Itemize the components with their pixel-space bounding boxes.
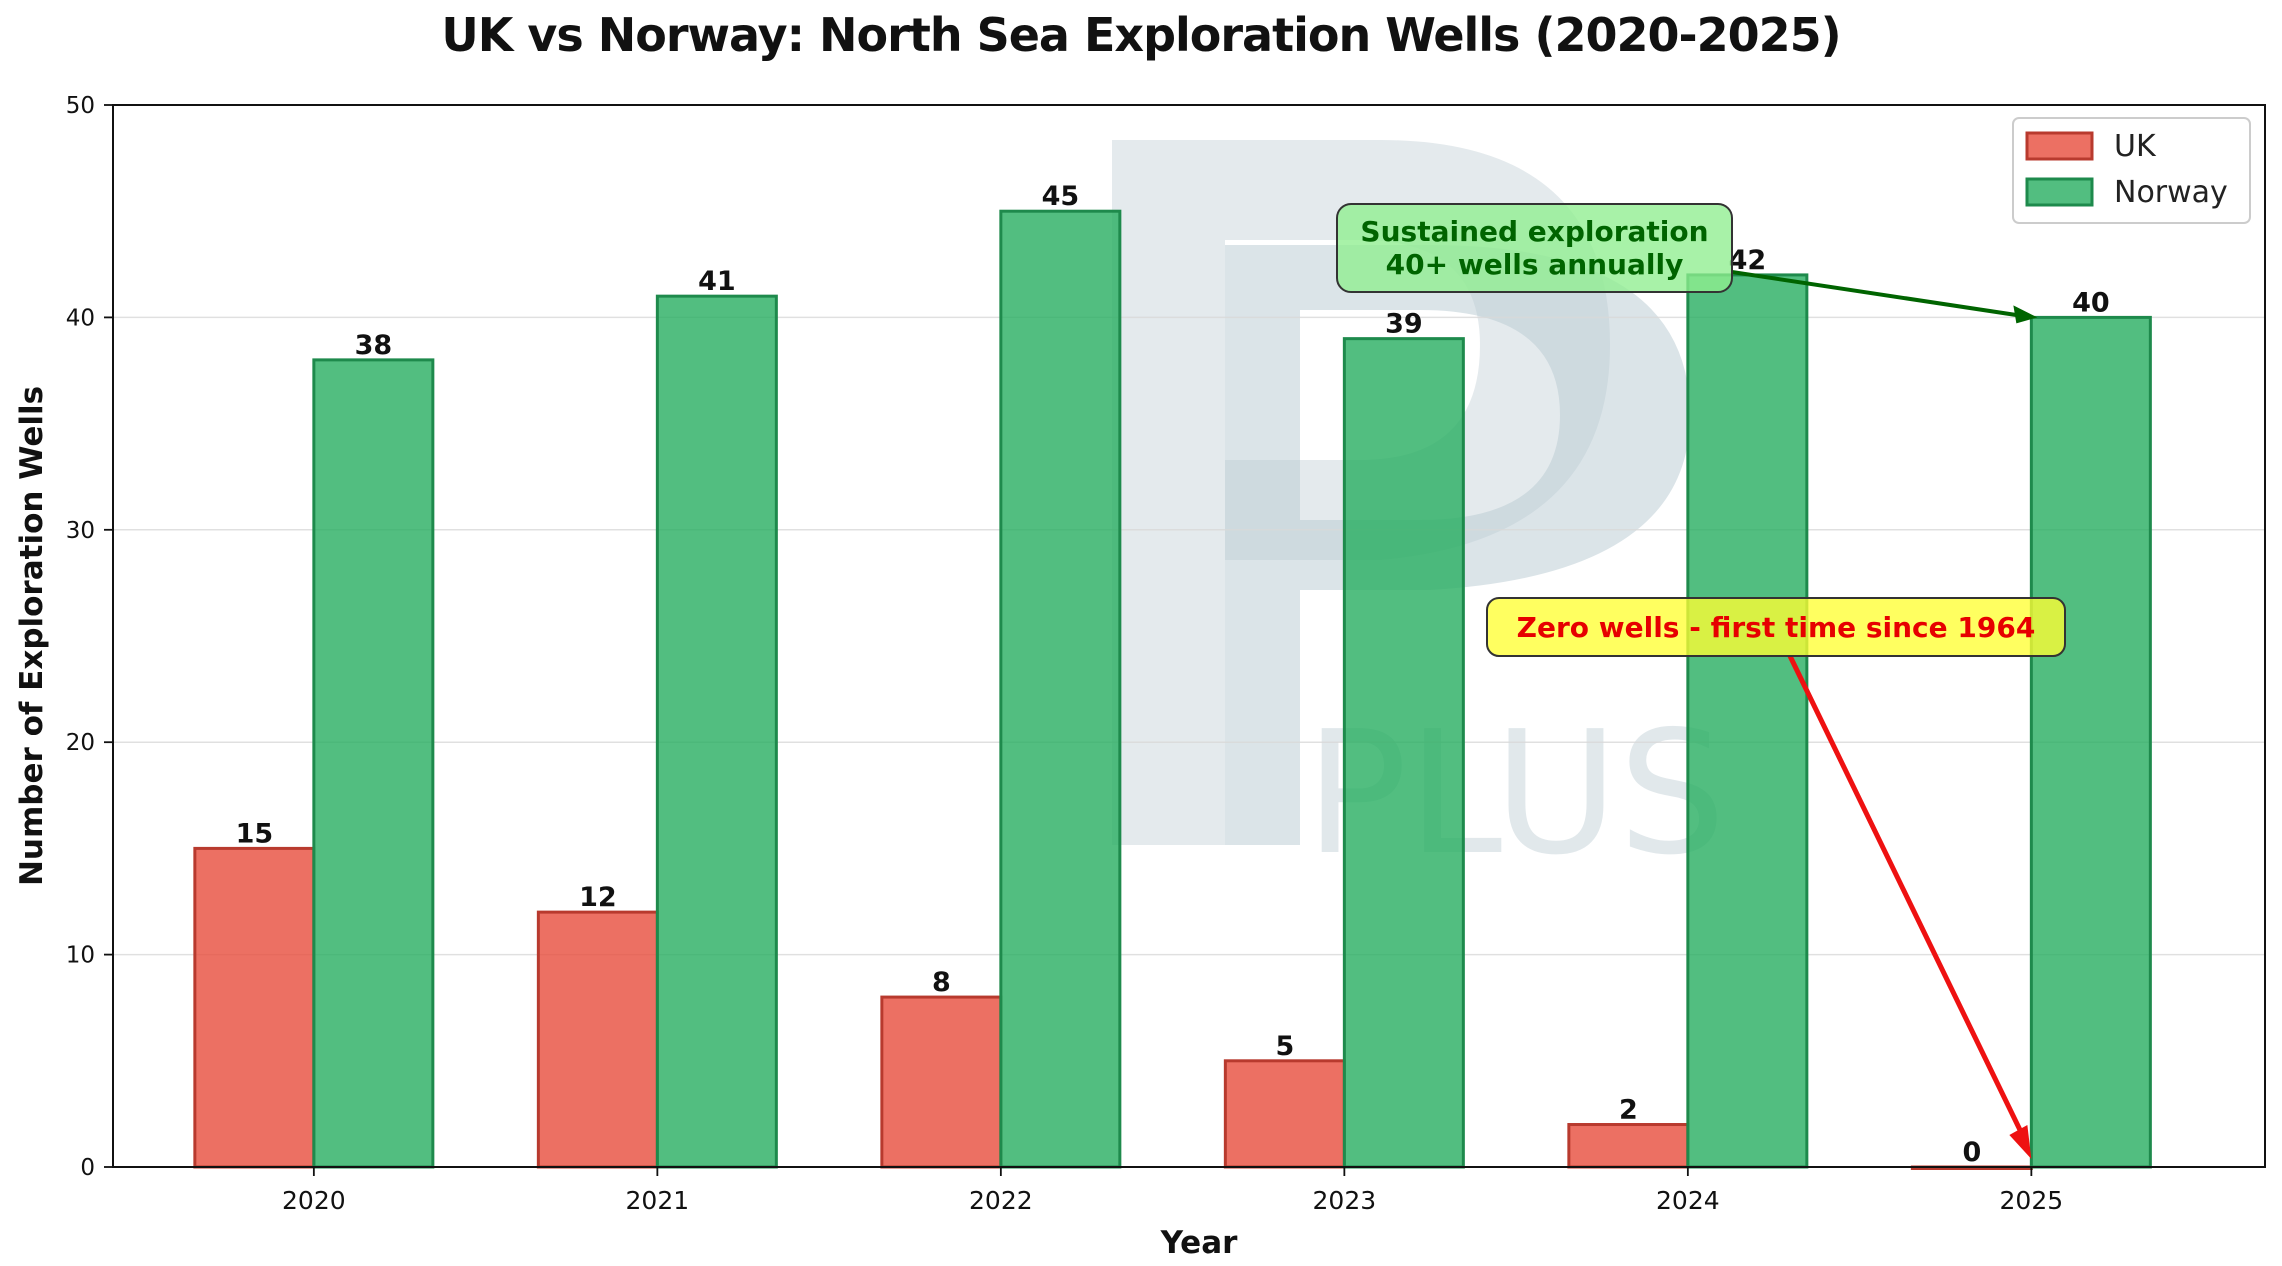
x-tick-label: 2025 [2000, 1186, 2064, 1215]
bar-uk-2022 [880, 995, 1003, 1169]
value-label-uk-2021: 12 [579, 882, 617, 913]
value-label-uk-2025: 0 [1962, 1137, 1981, 1168]
bars [193, 209, 2152, 1170]
legend-label-norway: Norway [2114, 175, 2228, 210]
arrow-line-norway [1731, 270, 2026, 319]
bar-uk-2020 [193, 846, 316, 1169]
y-tick-label: 30 [66, 518, 95, 544]
grid-lines [113, 316, 2265, 956]
annotation-text-uk: Zero wells - first time since 1964 [1517, 611, 2036, 644]
bar-norway-2025 [2029, 315, 2152, 1169]
value-label-uk-2023: 5 [1275, 1031, 1294, 1062]
plot-frame [112, 104, 2266, 1168]
bar-uk-2024 [1567, 1123, 1690, 1169]
value-label-uk-2022: 8 [932, 967, 951, 998]
legend-label-uk: UK [2114, 129, 2157, 164]
bar-uk-2021 [536, 910, 659, 1169]
arrow-head-uk [2009, 1125, 2032, 1159]
y-tick-label: 0 [80, 1155, 95, 1181]
value-label-uk-2020: 15 [236, 818, 274, 849]
y-tick-label: 20 [66, 730, 95, 756]
value-label-norway-2021: 41 [698, 266, 736, 297]
y-tick-label: 40 [66, 305, 95, 331]
annotation-box-uk [1486, 597, 2066, 657]
x-tick-label: 2020 [282, 1186, 346, 1215]
value-label-norway-2022: 45 [1042, 181, 1080, 212]
legend-swatch-uk [2025, 131, 2094, 161]
value-label-norway-2023: 39 [1385, 309, 1423, 340]
value-label-norway-2025: 40 [2072, 287, 2110, 318]
value-label-norway-2020: 38 [355, 330, 393, 361]
bar-norway-2021 [655, 294, 778, 1169]
arrow-line-uk [1787, 654, 2028, 1143]
bar-norway-2024 [1686, 273, 1809, 1169]
bar-norway-2020 [312, 358, 435, 1169]
legend: UK Norway [2012, 117, 2251, 224]
x-tick-label: 2024 [1656, 1186, 1720, 1215]
x-tick-label: 2023 [1313, 1186, 1377, 1215]
annotation-text-norway: Sustained exploration [1360, 215, 1708, 248]
bar-norway-2023 [1342, 337, 1465, 1169]
bar-uk-2023 [1223, 1059, 1346, 1169]
bar-norway-2022 [999, 209, 1122, 1169]
x-tick-label: 2021 [626, 1186, 690, 1215]
y-tick-label: 10 [66, 943, 95, 969]
arrow-head-norway [2013, 305, 2038, 324]
x-tick-label: 2022 [969, 1186, 1033, 1215]
x-axis-title: Year [1160, 1225, 1239, 1261]
annotation-box-norway [1336, 203, 1733, 293]
legend-swatch-norway [2025, 177, 2094, 207]
y-axis-title: Number of Exploration Wells [14, 386, 50, 886]
annotation-text-norway: 40+ wells annually [1386, 248, 1684, 281]
value-label-uk-2024: 2 [1619, 1095, 1638, 1126]
y-tick-label: 50 [66, 93, 95, 119]
chart-title: UK vs Norway: North Sea Exploration Well… [441, 8, 1841, 62]
